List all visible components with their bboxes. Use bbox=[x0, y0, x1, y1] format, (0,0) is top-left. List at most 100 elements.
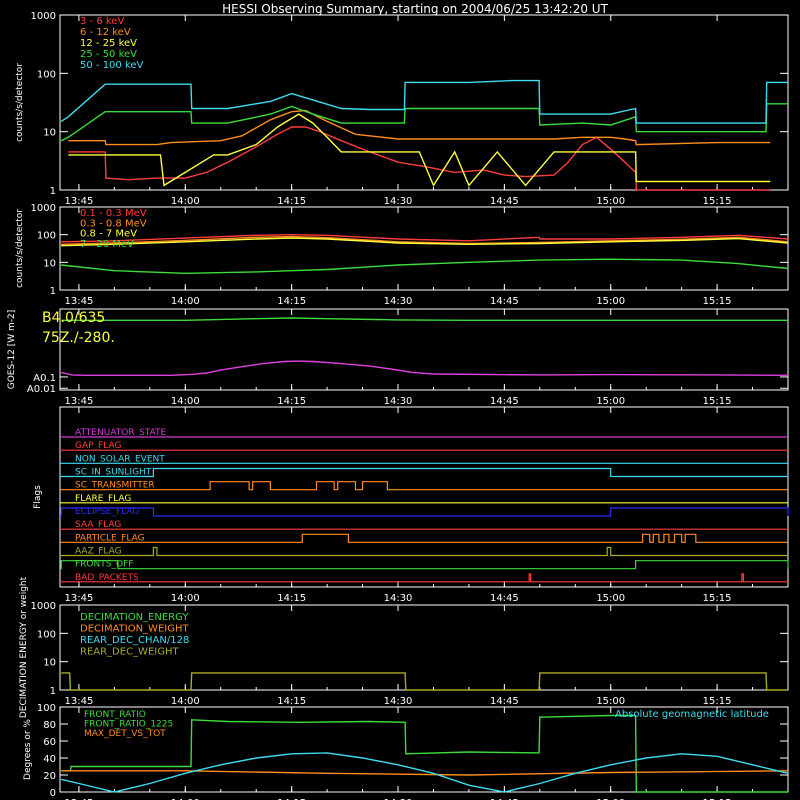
series-line bbox=[61, 258, 789, 275]
x-tick-label: 15:15 bbox=[703, 196, 732, 207]
x-tick-label: 14:15 bbox=[277, 396, 306, 407]
flag-label: NON_SOLAR_EVENT bbox=[75, 454, 165, 464]
legend-entry: 0.3 - 0.8 MeV bbox=[80, 218, 147, 229]
x-tick-label: 14:15 bbox=[277, 798, 306, 800]
x-tick-label: 14:45 bbox=[490, 196, 519, 207]
legend-entry: 6 - 12 keV bbox=[80, 27, 131, 38]
panel-2: 13:45 14:00 14:15 14:30 14:45 15:00 15:15 1 10 10… bbox=[15, 203, 789, 307]
x-tick-label: 13:45 bbox=[65, 196, 94, 207]
y-tick-label: 40 bbox=[43, 754, 56, 765]
y-tick-label: 1000 bbox=[31, 601, 56, 612]
x-tick-label: 15:15 bbox=[703, 396, 732, 407]
flag-label: BAD_PACKETS bbox=[75, 573, 139, 583]
x-tick-label: 14:15 bbox=[277, 196, 306, 207]
panel-frame bbox=[59, 706, 789, 793]
flag-label: ECLIPSE_FLAG bbox=[75, 507, 139, 517]
series-line bbox=[61, 752, 789, 793]
x-tick-label: 14:15 bbox=[277, 593, 306, 604]
x-tick-label: 14:00 bbox=[171, 396, 200, 407]
y-tick-label: 100 bbox=[37, 703, 56, 714]
series-line bbox=[61, 235, 789, 245]
flag-label: SC_TRANSMITTER bbox=[75, 481, 155, 491]
legend-entry: FRONT_RATIO_1225 bbox=[84, 720, 173, 730]
legend-entry: 0.1 - 0.3 MeV bbox=[80, 208, 147, 219]
x-tick-label: 13:45 bbox=[65, 296, 94, 307]
flag-line bbox=[60, 573, 788, 583]
series-line bbox=[61, 714, 788, 793]
legend-entry: DECIMATION_WEIGHT bbox=[80, 624, 189, 635]
x-tick-label: 15:00 bbox=[596, 396, 625, 407]
annotation: 75Z./-280. bbox=[42, 330, 115, 346]
x-tick-label: 14:30 bbox=[384, 296, 413, 307]
series-line bbox=[68, 109, 771, 146]
y-tick-label: 10 bbox=[43, 128, 56, 139]
y-axis-label: counts/s/detector bbox=[15, 209, 25, 288]
x-tick-label: 13:45 bbox=[65, 798, 94, 800]
y-tick-label: 20 bbox=[43, 771, 56, 782]
x-tick-label: 15:00 bbox=[596, 798, 625, 800]
series-line bbox=[61, 233, 789, 243]
y-tick-label: A0.1 bbox=[33, 373, 56, 384]
y-tick-label: 1000 bbox=[31, 11, 56, 22]
y-tick-label: 1 bbox=[50, 186, 56, 197]
series-line bbox=[68, 126, 771, 191]
y-tick-label: 1 bbox=[50, 286, 56, 297]
flag-label: FRONTS_OFF bbox=[75, 560, 133, 570]
x-tick-label: 14:15 bbox=[277, 296, 306, 307]
x-tick-label: 14:00 bbox=[171, 696, 200, 707]
x-tick-label: 14:45 bbox=[490, 296, 519, 307]
x-tick-label: 14:30 bbox=[384, 696, 413, 707]
panel-3: 13:45 14:00 14:15 14:30 14:45 15:00 15:15 A0.01… bbox=[7, 308, 789, 407]
x-tick-label: 14:00 bbox=[171, 593, 200, 604]
legend-entry: 12 - 25 keV bbox=[80, 38, 137, 49]
y-tick-label: 1 bbox=[50, 686, 56, 697]
legend-entry: 3 - 6 keV bbox=[80, 16, 124, 27]
y-axis-label: counts/s/detector bbox=[15, 63, 25, 142]
legend-entry: MAX_DET_VS_TOT bbox=[84, 729, 166, 739]
legend-entry: REAR_DEC_WEIGHT bbox=[80, 647, 179, 658]
x-tick-label: 14:45 bbox=[490, 396, 519, 407]
panel-4: 13:45 14:00 14:15 14:30 14:45 15:00 15:15 Flags… bbox=[33, 406, 789, 604]
y-tick-label: 100 bbox=[37, 231, 56, 242]
annotation: Absolute geomagnetic latitude bbox=[615, 709, 769, 720]
y-axis-label: GOES-12 [W m-2] bbox=[7, 310, 17, 390]
series-line bbox=[68, 113, 771, 187]
x-tick-label: 15:00 bbox=[596, 593, 625, 604]
y-axis-label: DECIMATION ENERGY or weight bbox=[19, 576, 29, 718]
flag-label: PARTICLE_FLAG bbox=[75, 533, 145, 543]
legend-entry: DECIMATION_ENERGY bbox=[80, 612, 189, 623]
legend-entry: 50 - 100 keV bbox=[80, 60, 144, 71]
flag-line bbox=[60, 533, 788, 543]
y-tick-label: A0.01 bbox=[27, 384, 56, 395]
series-line bbox=[61, 237, 789, 247]
panel-frame bbox=[59, 406, 789, 588]
x-tick-label: 15:15 bbox=[703, 798, 732, 800]
panel-frame bbox=[59, 308, 789, 391]
x-tick-label: 14:15 bbox=[277, 696, 306, 707]
x-tick-label: 13:45 bbox=[65, 696, 94, 707]
flag-line bbox=[60, 546, 788, 557]
series-line bbox=[61, 360, 789, 376]
flag-label: FLARE_FLAG bbox=[75, 494, 131, 504]
legend-entry: 7 - 20 MeV bbox=[80, 239, 134, 250]
y-tick-label: 10 bbox=[43, 258, 56, 269]
x-tick-label: 15:15 bbox=[703, 593, 732, 604]
flag-label: AAZ_FLAG bbox=[75, 547, 122, 557]
y-tick-label: 1000 bbox=[31, 203, 56, 214]
y-axis-label: Degrees or % bbox=[23, 719, 33, 780]
flag-label: SAA_FLAG bbox=[75, 520, 121, 530]
flag-label: ATTENUATOR_STATE bbox=[75, 428, 167, 438]
flag-label: SC_IN_SUNLIGHT bbox=[75, 468, 152, 478]
x-tick-label: 15:00 bbox=[596, 696, 625, 707]
y-tick-label: 60 bbox=[43, 737, 56, 748]
flag-label: GAP_FLAG bbox=[75, 441, 121, 451]
flag-line bbox=[60, 560, 789, 570]
legend-entry: REAR_DEC_CHAN/128 bbox=[80, 635, 189, 646]
chart-title: HESSI Observing Summary, starting on 200… bbox=[222, 2, 608, 16]
flag-line bbox=[60, 467, 788, 478]
x-tick-label: 14:00 bbox=[171, 196, 200, 207]
y-tick-label: 10 bbox=[43, 658, 56, 669]
y-tick-label: 80 bbox=[43, 720, 56, 731]
legend-entry: FRONT_RATIO bbox=[84, 710, 146, 720]
